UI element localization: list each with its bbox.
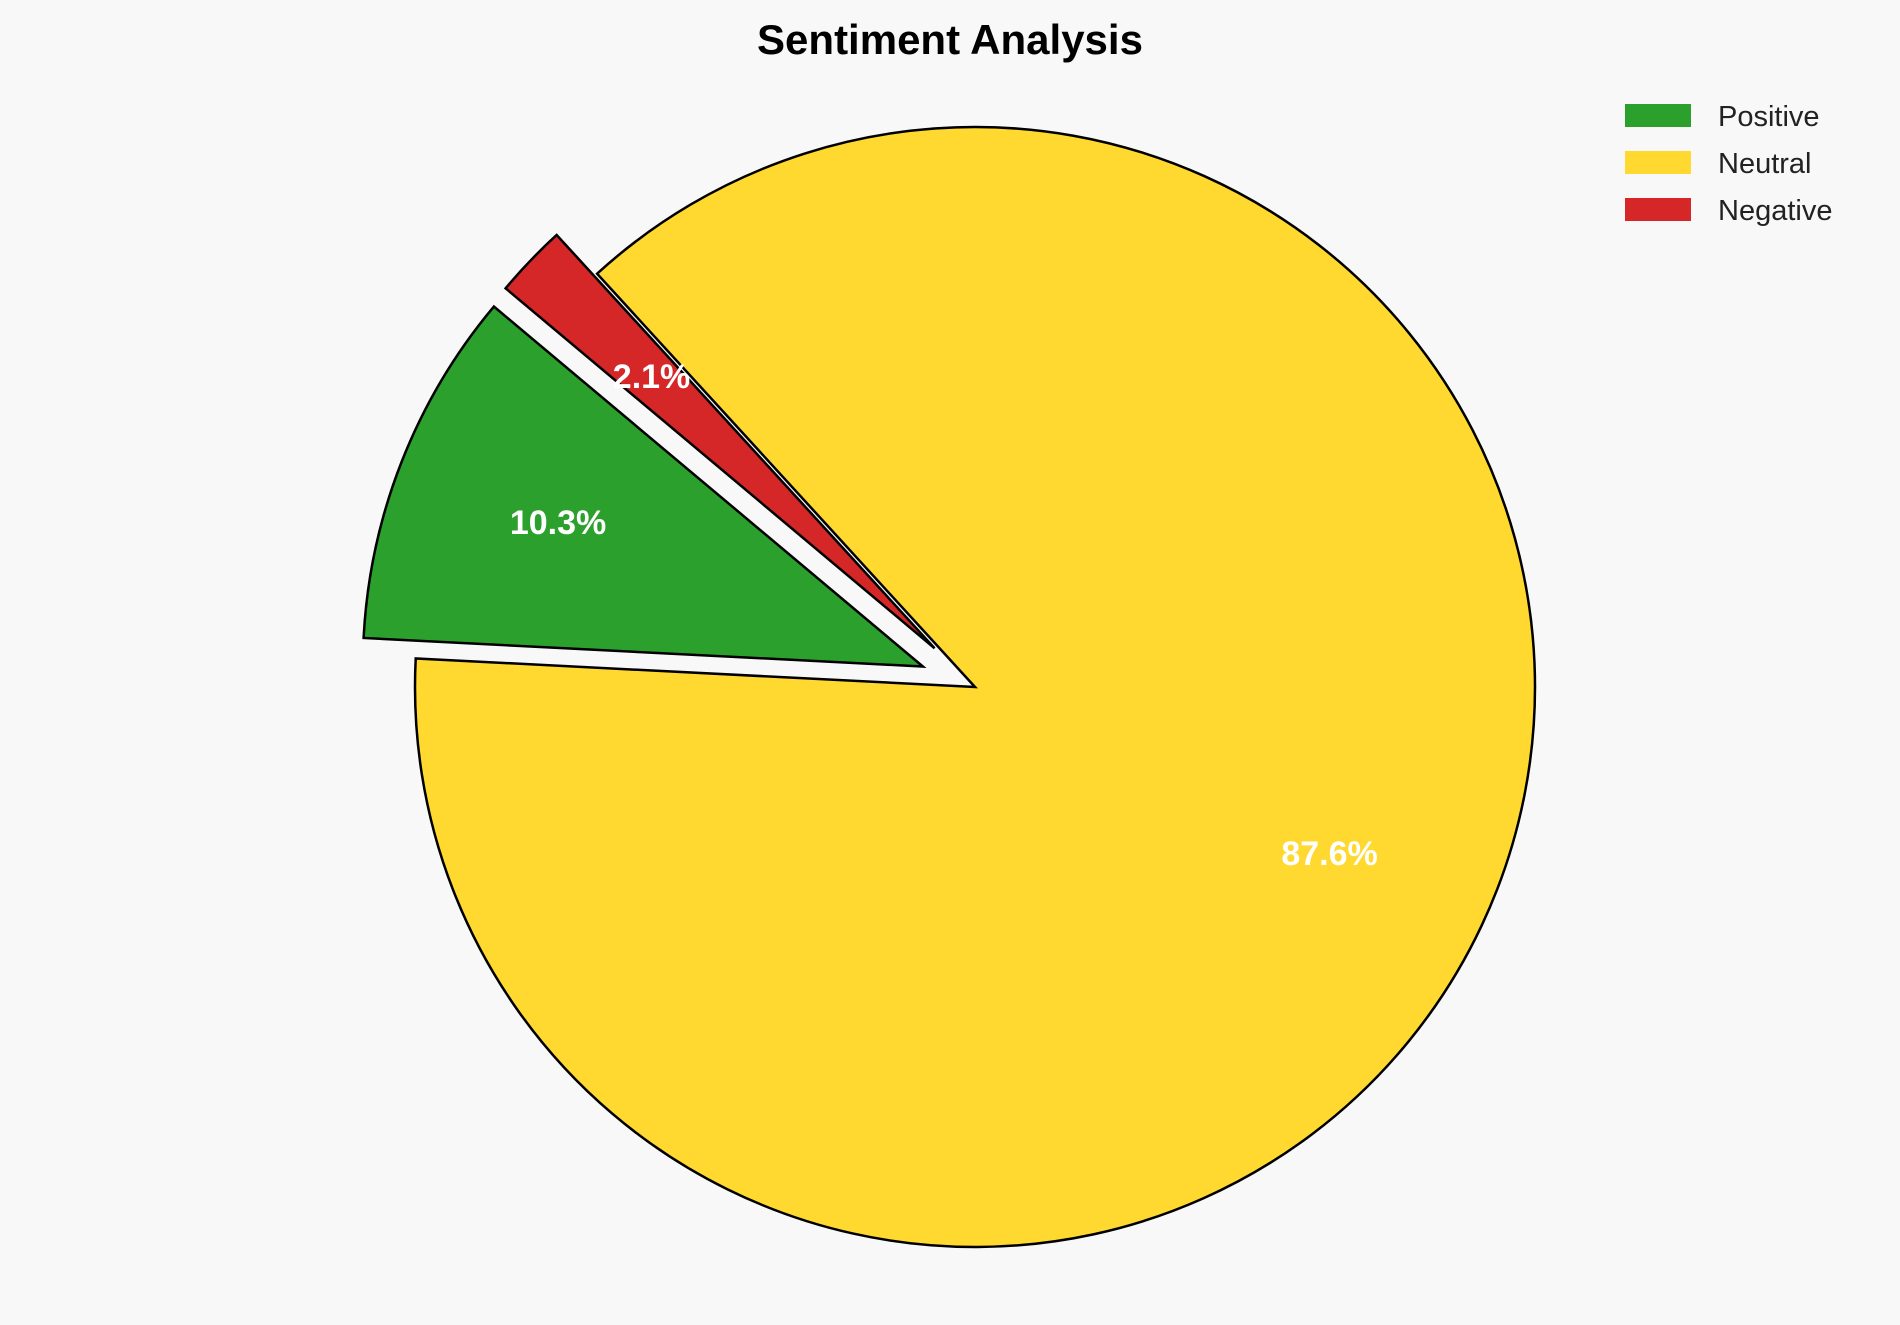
pie-wedge-positive	[362, 304, 927, 668]
legend-swatch-positive	[1625, 104, 1691, 127]
pct-label-neutral: 87.6%	[1281, 835, 1377, 873]
legend: Positive Neutral Negative	[1625, 101, 1832, 227]
legend-label-positive: Positive	[1718, 101, 1820, 133]
legend-swatch-negative	[1625, 198, 1691, 221]
pie-labels: 10.3% 87.6% 2.1%	[510, 358, 1378, 873]
pie-wedge-negative	[503, 233, 936, 650]
chart-title: Sentiment Analysis	[757, 16, 1143, 63]
pct-label-positive: 10.3%	[510, 504, 606, 542]
legend-label-negative: Negative	[1718, 195, 1832, 227]
pie-wedge-neutral	[413, 125, 1537, 1249]
legend-label-neutral: Neutral	[1718, 148, 1812, 180]
pie-wedges	[362, 125, 1537, 1249]
pct-label-negative: 2.1%	[613, 358, 691, 396]
legend-swatch-neutral	[1625, 151, 1691, 174]
